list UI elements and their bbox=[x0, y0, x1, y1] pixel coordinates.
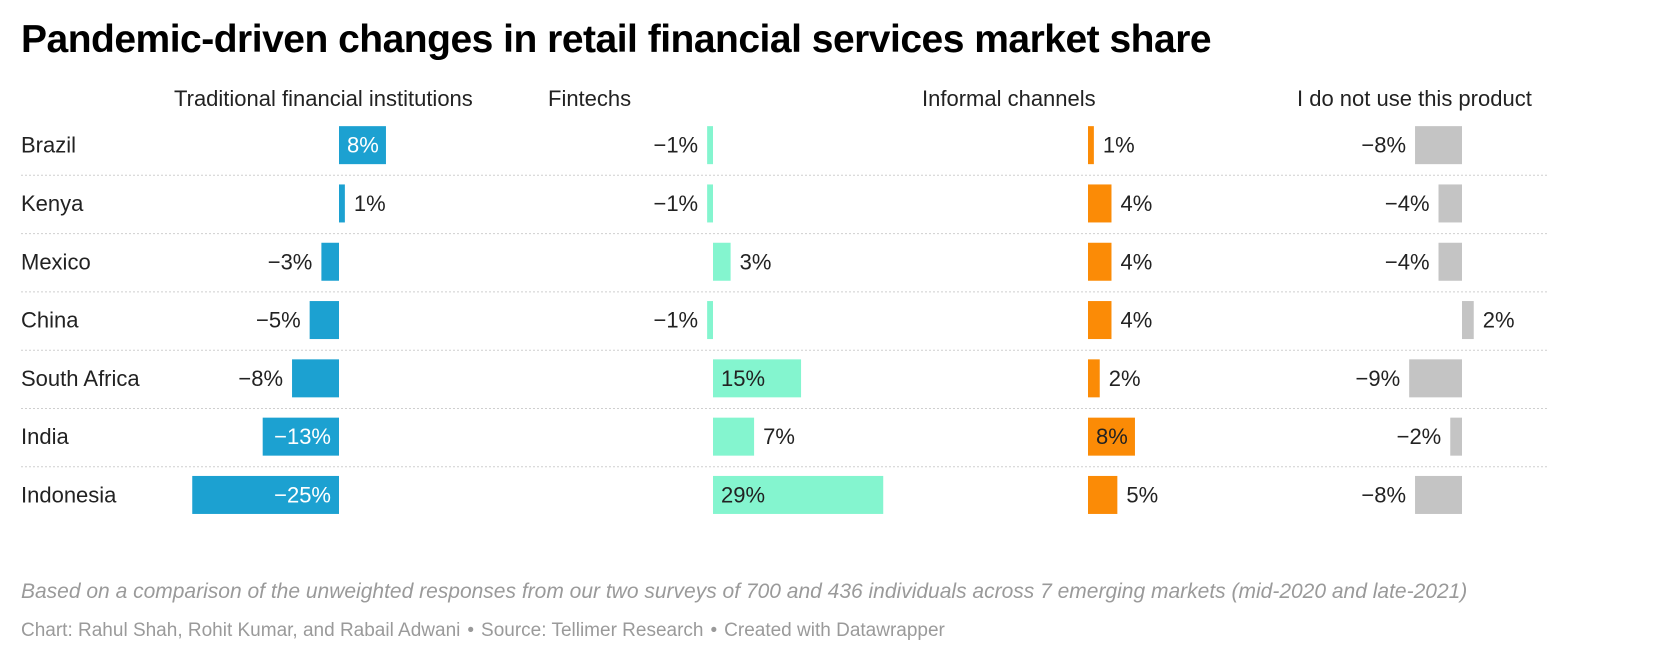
panel-header: Traditional financial institutions bbox=[174, 86, 473, 111]
bar bbox=[707, 301, 713, 340]
bar bbox=[1088, 359, 1100, 398]
bar bbox=[1415, 126, 1462, 165]
data-label: 8% bbox=[347, 133, 379, 158]
data-label: 8% bbox=[1096, 424, 1128, 449]
data-label: −8% bbox=[238, 366, 283, 391]
bar bbox=[713, 417, 755, 456]
chart-title: Pandemic-driven changes in retail financ… bbox=[21, 18, 1212, 61]
bar bbox=[262, 417, 339, 456]
bar bbox=[1462, 301, 1474, 340]
panel-header: Informal channels bbox=[922, 86, 1096, 111]
data-label: −8% bbox=[1361, 482, 1406, 507]
bar bbox=[292, 359, 339, 398]
bar bbox=[309, 301, 339, 340]
chart-canvas: Traditional financial institutions Fintec… bbox=[21, 86, 1548, 514]
row-label: Kenya bbox=[21, 191, 84, 216]
data-label: 4% bbox=[1120, 308, 1152, 333]
data-label: −1% bbox=[653, 191, 698, 216]
bar bbox=[1438, 242, 1462, 281]
bar bbox=[1415, 475, 1462, 514]
row-label: India bbox=[21, 424, 69, 449]
data-label: 7% bbox=[763, 424, 795, 449]
bar bbox=[192, 475, 339, 514]
bar bbox=[1088, 475, 1118, 514]
bar bbox=[339, 184, 345, 223]
chart-notes: Based on a comparison of the unweighted … bbox=[21, 580, 1468, 603]
bar bbox=[1088, 417, 1135, 456]
data-label: 2% bbox=[1483, 308, 1515, 333]
bar bbox=[1088, 184, 1112, 223]
chart-credits: Chart: Rahul Shah, Rohit Kumar, and Raba… bbox=[21, 620, 945, 642]
row-label: Brazil bbox=[21, 133, 76, 158]
data-label: −8% bbox=[1361, 133, 1406, 158]
data-label: −25% bbox=[274, 482, 331, 507]
data-label: −4% bbox=[1385, 191, 1430, 216]
panel-header: Fintechs bbox=[548, 86, 631, 111]
data-label: 4% bbox=[1120, 249, 1152, 274]
bar bbox=[1409, 359, 1462, 398]
bar bbox=[707, 184, 713, 223]
bar bbox=[1438, 184, 1462, 223]
credit-separator: • bbox=[710, 620, 718, 641]
bar bbox=[1088, 301, 1112, 340]
bar bbox=[1088, 126, 1094, 165]
row-label: Indonesia bbox=[21, 482, 117, 507]
data-label: 1% bbox=[1103, 133, 1135, 158]
row-label: South Africa bbox=[21, 366, 140, 391]
bar bbox=[713, 475, 884, 514]
data-label: −5% bbox=[256, 308, 301, 333]
bar bbox=[713, 359, 802, 398]
data-label: 3% bbox=[740, 249, 772, 274]
bar bbox=[321, 242, 339, 281]
data-label: 4% bbox=[1120, 191, 1152, 216]
bar bbox=[713, 242, 731, 281]
data-label: 1% bbox=[354, 191, 386, 216]
bar bbox=[339, 126, 386, 165]
data-label: 2% bbox=[1109, 366, 1141, 391]
data-label: −2% bbox=[1397, 424, 1442, 449]
row-label: China bbox=[21, 308, 79, 333]
data-label: 15% bbox=[721, 366, 765, 391]
row-label: Mexico bbox=[21, 249, 91, 274]
credit-authors: Chart: Rahul Shah, Rohit Kumar, and Raba… bbox=[21, 620, 461, 641]
data-label: 5% bbox=[1126, 482, 1158, 507]
data-label: −9% bbox=[1356, 366, 1401, 391]
bar bbox=[707, 126, 713, 165]
panel-header: I do not use this product bbox=[1297, 86, 1532, 111]
data-label: 29% bbox=[721, 482, 765, 507]
credit-source: Source: Tellimer Research bbox=[481, 620, 704, 641]
credit-separator: • bbox=[467, 620, 475, 641]
data-label: −4% bbox=[1385, 249, 1430, 274]
credit-tool: Created with Datawrapper bbox=[724, 620, 945, 641]
data-label: −13% bbox=[274, 424, 331, 449]
data-label: −1% bbox=[653, 133, 698, 158]
data-label: −1% bbox=[653, 308, 698, 333]
data-label: −3% bbox=[268, 249, 313, 274]
bar bbox=[1088, 242, 1112, 281]
bar bbox=[1450, 417, 1462, 456]
